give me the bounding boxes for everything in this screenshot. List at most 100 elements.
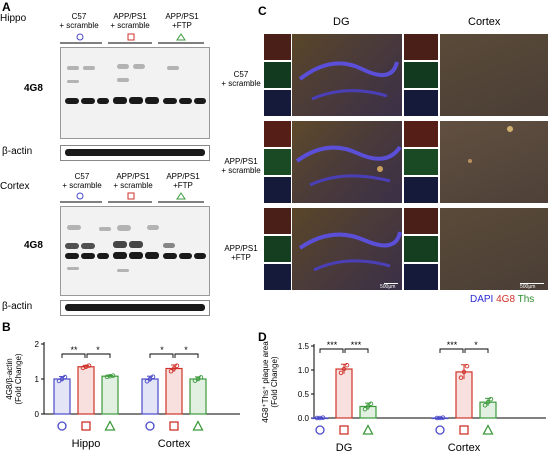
dg-micrograph-r3 (292, 208, 402, 290)
sig-bracket (86, 353, 111, 358)
group-label-app-scramble: APP/PS1 + scramble (110, 12, 150, 30)
sig-label: * (160, 345, 164, 355)
hippo-actin-label: β-actin (2, 146, 33, 157)
panel-label-c: C (258, 4, 267, 18)
data-point (437, 415, 443, 421)
data-point (482, 402, 488, 408)
ctx-thumb-red-r1 (404, 34, 438, 60)
y-tick-label: 0.5 (298, 390, 310, 399)
data-point (314, 415, 320, 421)
data-point (362, 406, 368, 412)
data-point (341, 366, 347, 372)
data-point (344, 362, 350, 368)
row-label-c57: C57 + scramble (221, 70, 261, 88)
group-marker (104, 420, 116, 431)
data-point (365, 404, 371, 409)
group-marker (435, 425, 445, 435)
group-marker (57, 421, 67, 431)
group-marker (482, 424, 494, 435)
cortex-4g8-label: 4G8 (24, 240, 43, 251)
category-label: Hippo (72, 438, 101, 450)
bar (335, 368, 353, 419)
bar (189, 378, 207, 415)
group-label-app-ftp: APP/PS1 +FTP (165, 12, 199, 30)
data-point (168, 369, 174, 374)
data-point (104, 374, 110, 380)
group-marker (192, 420, 204, 431)
row-label-app-ftp: APP/PS1 +FTP (224, 244, 258, 262)
panel-label-b: B (2, 320, 11, 334)
data-point (59, 376, 65, 382)
sig-label: *** (327, 340, 338, 350)
cortex-label-a: Cortex (0, 181, 30, 192)
thumb-red-r2 (264, 121, 291, 147)
data-point (368, 401, 374, 407)
panel-label-a: A (2, 0, 11, 14)
category-label: DG (336, 442, 353, 454)
legend-ths: Ths (517, 294, 535, 305)
triangle-marker (176, 33, 186, 41)
thumb-red-r3 (264, 208, 291, 234)
group-marker (315, 425, 325, 435)
hippo-label: Hippo (0, 13, 27, 24)
category-label: Cortex (158, 438, 191, 450)
channel-legend: DAPI 4G8 Ths (470, 294, 534, 305)
ctx-thumb-green-r2 (404, 149, 438, 175)
data-point (317, 415, 323, 421)
cortex-actin-label: β-actin (2, 301, 33, 312)
hippo-group-markers (60, 33, 204, 44)
group-marker (362, 424, 374, 435)
y-tick-label: 2 (35, 340, 40, 349)
y-axis-label: 4G8/β-actin(Fold Change) (5, 353, 23, 404)
hippo-4g8-label: 4G8 (24, 83, 43, 94)
cortex-4g8-blot (60, 206, 210, 296)
cortex-actin-blot (60, 300, 210, 316)
data-point (107, 373, 113, 379)
legend-4g8: 4G8 (496, 294, 516, 305)
data-point (147, 376, 153, 382)
scale-bar-dg-label: 500μm (380, 284, 396, 290)
group-label-c57: C57 + scramble (59, 12, 99, 30)
cortex-group-label-c57: C57 + scramble (62, 172, 102, 190)
triangle-marker (176, 192, 186, 200)
square-marker (127, 192, 135, 200)
thumb-green-r2 (264, 149, 291, 175)
scale-bar-dg (384, 283, 398, 284)
bar (77, 366, 95, 415)
sig-bracket (319, 348, 344, 353)
ctx-thumb-blue-r2 (404, 177, 438, 203)
ctx-thumb-green-r3 (404, 236, 438, 262)
sig-bracket (344, 348, 369, 353)
data-point (434, 415, 440, 421)
ctx-thumb-red-r2 (404, 121, 438, 147)
group-marker (339, 425, 349, 435)
group-marker (145, 421, 155, 431)
data-point (338, 370, 344, 376)
sig-label: *** (351, 340, 362, 350)
data-point (458, 375, 464, 380)
sig-label: * (184, 345, 188, 355)
sig-bracket (174, 353, 199, 358)
ctx-thumb-blue-r3 (404, 264, 438, 290)
thumb-blue-r3 (264, 264, 291, 290)
data-point (174, 363, 180, 368)
group-marker (81, 421, 91, 431)
data-point (440, 415, 446, 420)
dg-column-label: DG (333, 16, 350, 28)
cortex-micrograph-r3 (440, 208, 548, 290)
data-point (86, 363, 92, 368)
thumb-red-r1 (264, 34, 291, 60)
data-point (485, 399, 491, 405)
ctx-thumb-blue-r1 (404, 90, 438, 116)
sig-label: * (96, 345, 100, 355)
thumb-green-r3 (264, 236, 291, 262)
bar (101, 375, 119, 415)
circle-marker (76, 192, 84, 200)
cortex-group-markers (60, 192, 204, 203)
panel-label-d: D (258, 330, 267, 344)
cortex-micrograph-r1 (440, 34, 548, 116)
sig-label: ** (70, 345, 78, 355)
data-point (198, 375, 204, 380)
cortex-group-label-app-ftp: APP/PS1 +FTP (166, 172, 200, 190)
ctx-thumb-red-r3 (404, 208, 438, 234)
